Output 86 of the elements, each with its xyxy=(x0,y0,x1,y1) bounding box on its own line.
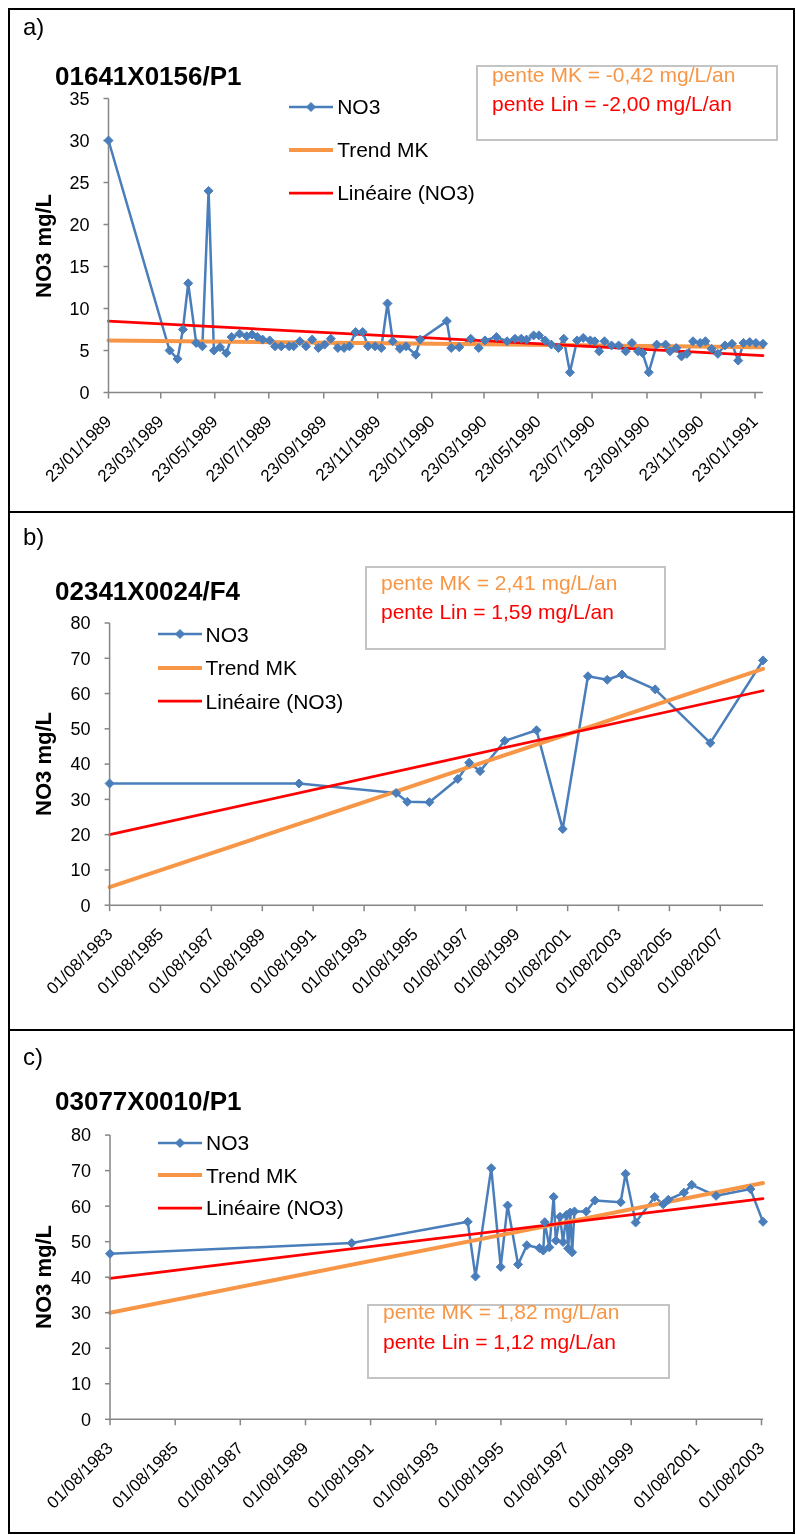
point xyxy=(104,778,115,789)
point xyxy=(539,1217,550,1228)
point xyxy=(758,1216,768,1227)
y-tick-label: 0 xyxy=(80,895,91,916)
legend-label: Trend MK xyxy=(206,1163,298,1187)
point xyxy=(658,1199,669,1210)
point xyxy=(513,1259,524,1270)
y-axis-title: NO3 mg/L xyxy=(31,712,56,817)
text: c) xyxy=(23,1042,43,1070)
legend-label: NO3 xyxy=(337,95,381,119)
y-tick-label: 0 xyxy=(80,1409,91,1430)
point xyxy=(650,684,661,695)
y-tick-label: 60 xyxy=(70,1196,91,1217)
legend-label: Linéaire (NO3) xyxy=(337,181,475,205)
y-tick-label: 5 xyxy=(79,340,90,361)
chart-title: 03077X0010/P1 xyxy=(55,1085,242,1116)
chart-title: 01641X0156/P1 xyxy=(55,60,242,91)
text: pente MK = -0,42 mg/L/an xyxy=(492,62,736,88)
point xyxy=(464,757,475,768)
point xyxy=(615,1197,626,1208)
y-tick-label: 10 xyxy=(69,298,90,319)
y-tick-label: 0 xyxy=(79,382,90,403)
y-tick-label: 60 xyxy=(70,683,91,704)
point xyxy=(745,1184,756,1195)
legend-label: Trend MK xyxy=(337,138,429,162)
point xyxy=(557,824,568,835)
chart-title: 02341X0024/F4 xyxy=(55,575,241,606)
y-tick-label: 40 xyxy=(70,754,91,775)
point xyxy=(531,725,542,736)
text: b) xyxy=(23,522,45,550)
y-tick-label: 30 xyxy=(70,1303,91,1324)
legend-label: NO3 xyxy=(206,1131,250,1155)
y-tick-label: 30 xyxy=(70,789,91,810)
point xyxy=(452,773,463,784)
y-tick-label: 70 xyxy=(70,1161,91,1182)
point xyxy=(567,1247,578,1258)
legend-label: NO3 xyxy=(205,622,249,646)
y-axis-title: NO3 mg/L xyxy=(31,193,56,298)
point xyxy=(544,1242,555,1253)
point xyxy=(649,1191,660,1202)
y-tick-label: 50 xyxy=(70,719,91,740)
y-tick-label: 20 xyxy=(69,214,90,235)
point xyxy=(678,1187,689,1198)
point xyxy=(521,1240,532,1251)
point xyxy=(617,669,627,680)
point xyxy=(475,766,486,777)
text: pente Lin = 1,59 mg/L/an xyxy=(381,598,614,625)
point xyxy=(758,655,768,666)
y-tick-label: 10 xyxy=(70,860,91,881)
y-tick-label: 70 xyxy=(70,648,91,669)
annotation: pente Lin = -2,00 mg/L/an xyxy=(492,91,732,117)
legend-label: Trend MK xyxy=(205,656,298,679)
point xyxy=(711,1190,722,1201)
point xyxy=(705,737,716,748)
y-tick-label: 50 xyxy=(70,1232,91,1253)
annotation: pente MK = 1,82 mg/L/an xyxy=(383,1299,620,1325)
point xyxy=(581,1206,592,1217)
text: a) xyxy=(23,13,45,41)
point xyxy=(663,1194,674,1205)
point xyxy=(550,1235,561,1246)
point xyxy=(462,1216,473,1227)
point xyxy=(602,674,613,685)
y-tick-label: 20 xyxy=(70,825,91,846)
text: pente MK = 2,41 mg/L/an xyxy=(381,570,618,596)
y-tick-label: 15 xyxy=(69,256,90,277)
point xyxy=(391,788,402,799)
point xyxy=(548,1191,559,1202)
y-tick-label: 35 xyxy=(69,88,90,109)
point xyxy=(630,1217,641,1228)
point xyxy=(424,797,435,808)
legend-label: Linéaire (NO3) xyxy=(206,1196,344,1220)
y-tick-label: 10 xyxy=(70,1374,91,1395)
annotation: pente Lin = 1,12 mg/L/an xyxy=(383,1328,616,1355)
y-tick-label: 25 xyxy=(69,172,90,193)
y-tick-label: 80 xyxy=(70,1125,91,1146)
y-tick-label: 40 xyxy=(70,1267,91,1288)
legend-label: Linéaire (NO3) xyxy=(205,689,344,713)
point xyxy=(589,1195,600,1206)
y-tick-label: 80 xyxy=(70,613,91,634)
point xyxy=(582,671,593,682)
y-tick-label: 20 xyxy=(70,1338,91,1359)
point xyxy=(499,735,510,746)
y-axis-title: NO3 mg/L xyxy=(31,1225,56,1330)
point xyxy=(105,1248,115,1259)
y-tick-label: 30 xyxy=(69,130,90,151)
point xyxy=(686,1179,697,1190)
